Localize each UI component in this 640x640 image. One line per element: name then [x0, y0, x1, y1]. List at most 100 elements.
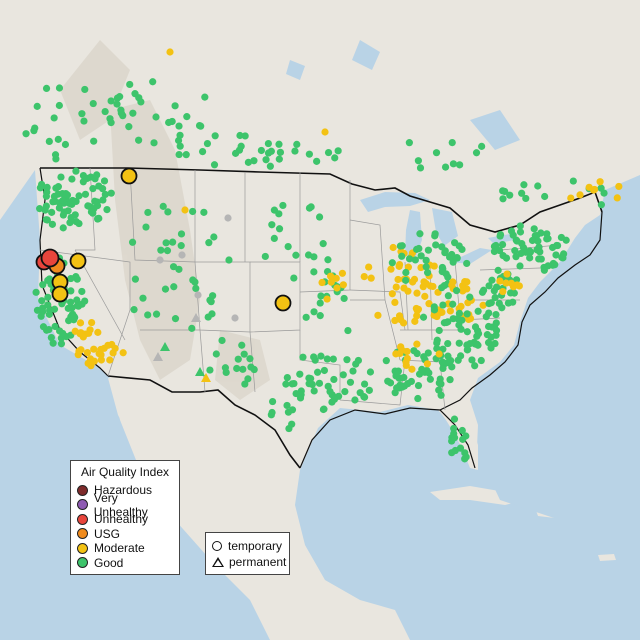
site-marker	[492, 326, 501, 335]
site-marker	[73, 275, 81, 283]
site-marker	[183, 113, 191, 121]
site-marker	[237, 142, 245, 150]
site-marker	[330, 375, 338, 384]
site-marker	[516, 222, 524, 230]
site-marker	[33, 102, 41, 110]
site-marker	[435, 386, 443, 394]
site-marker	[276, 148, 285, 156]
site-marker	[238, 341, 246, 349]
site-marker	[485, 300, 493, 308]
site-marker	[396, 242, 404, 250]
site-marker	[59, 211, 67, 219]
site-marker	[334, 147, 342, 155]
site-marker	[416, 164, 425, 172]
site-marker	[310, 268, 318, 276]
site-marker	[250, 157, 258, 165]
site-marker	[71, 211, 79, 219]
site-marker	[90, 137, 98, 145]
site-marker	[241, 380, 249, 388]
site-marker	[405, 139, 413, 147]
site-marker	[268, 221, 276, 229]
pacific-coast	[0, 170, 270, 640]
site-marker	[374, 311, 382, 319]
site-marker	[439, 364, 447, 373]
site-marker	[499, 252, 507, 260]
legend-label: Good	[94, 555, 124, 570]
temporary-site-marker	[120, 167, 138, 185]
site-marker	[463, 328, 471, 336]
site-marker	[526, 247, 534, 255]
site-marker	[267, 147, 275, 155]
site-marker	[107, 97, 115, 105]
site-marker	[458, 316, 466, 324]
site-marker	[343, 356, 351, 364]
site-marker	[414, 157, 422, 165]
site-marker	[431, 230, 439, 238]
site-marker	[421, 292, 429, 300]
site-marker	[317, 292, 325, 300]
hazardous-swatch	[77, 484, 88, 496]
site-marker	[411, 317, 419, 325]
site-marker	[45, 275, 54, 283]
site-marker	[388, 259, 396, 267]
site-marker	[78, 287, 86, 296]
site-marker	[99, 196, 107, 204]
site-marker	[107, 119, 115, 127]
site-marker	[37, 312, 45, 320]
monitor-sites	[22, 48, 623, 463]
site-marker	[552, 251, 560, 259]
site-marker	[231, 149, 240, 157]
site-marker	[330, 395, 339, 403]
site-marker	[462, 453, 470, 461]
site-marker	[169, 238, 177, 246]
site-marker	[282, 380, 290, 388]
site-marker	[275, 140, 283, 148]
site-marker	[224, 214, 232, 222]
site-marker	[50, 305, 59, 313]
site-marker	[177, 230, 186, 238]
good-swatch	[77, 557, 88, 569]
site-marker	[400, 373, 408, 382]
site-marker	[131, 90, 139, 98]
site-marker	[83, 174, 91, 182]
site-marker	[530, 225, 538, 233]
site-marker	[499, 195, 507, 203]
permanent-site-marker	[201, 373, 211, 382]
site-marker	[438, 243, 446, 251]
temporary-label: temporary	[228, 539, 283, 553]
site-marker	[43, 183, 51, 191]
circle-icon	[212, 541, 222, 551]
site-marker	[513, 237, 521, 245]
site-marker	[411, 256, 419, 264]
site-marker	[478, 142, 486, 150]
site-marker	[367, 274, 375, 282]
site-marker	[426, 375, 434, 383]
site-marker	[452, 287, 461, 295]
site-marker	[67, 274, 75, 283]
site-marker	[459, 435, 467, 443]
site-marker	[415, 244, 423, 253]
site-marker	[487, 342, 495, 350]
site-marker	[78, 110, 86, 118]
site-marker	[47, 333, 55, 342]
site-marker	[241, 132, 249, 140]
legend-item-good: Good	[77, 556, 173, 571]
site-marker	[453, 254, 461, 262]
site-marker	[175, 150, 183, 159]
very-unhealthy-swatch	[77, 499, 88, 511]
site-marker	[135, 136, 143, 144]
site-marker	[75, 192, 83, 200]
puerto-rico	[598, 554, 616, 561]
site-marker	[439, 265, 447, 273]
site-marker	[100, 177, 109, 185]
site-marker	[55, 204, 63, 212]
site-marker	[388, 290, 396, 298]
site-marker	[613, 194, 621, 202]
site-marker	[513, 281, 521, 289]
site-marker	[144, 311, 152, 319]
site-marker	[231, 314, 239, 322]
site-marker	[554, 241, 562, 250]
site-marker	[209, 292, 217, 300]
site-marker	[444, 273, 452, 281]
